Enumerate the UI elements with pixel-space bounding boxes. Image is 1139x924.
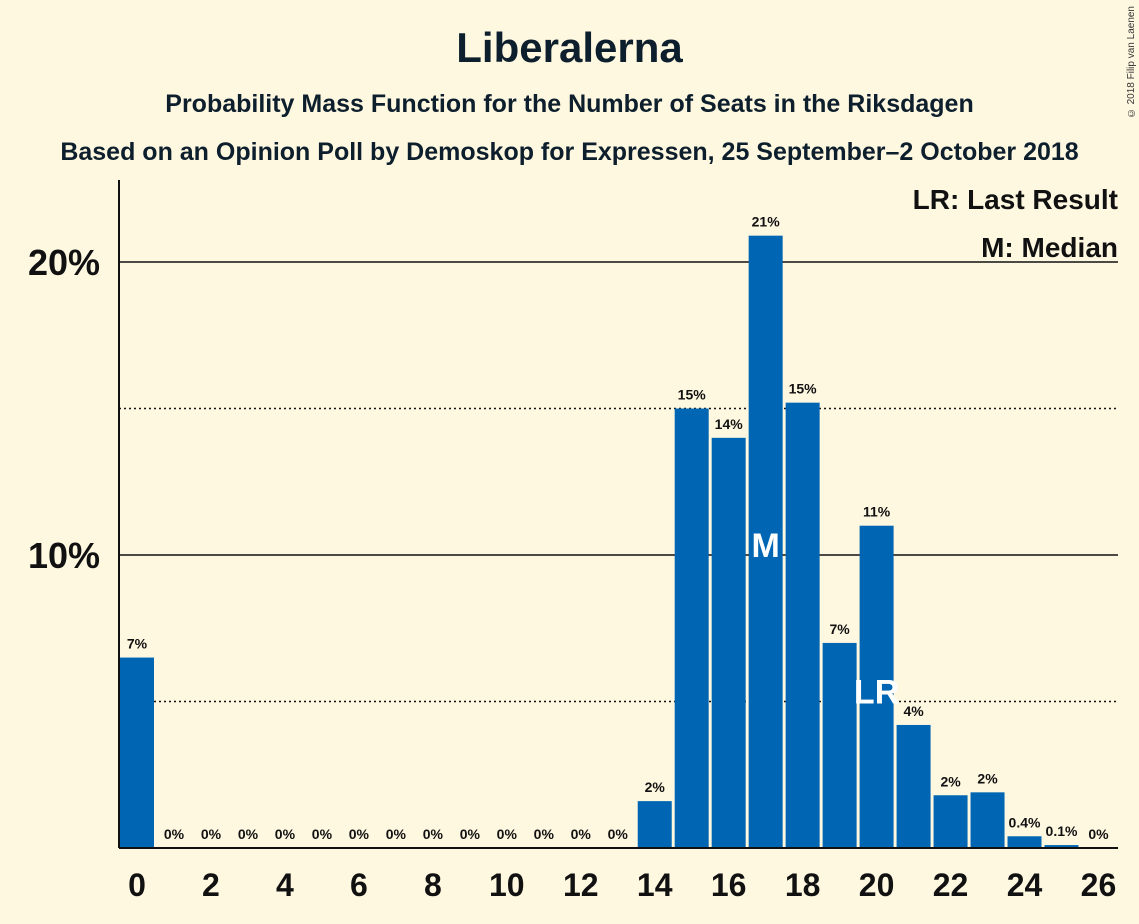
bar-label: 14% [715,416,744,432]
bar [711,437,746,848]
bar [859,525,894,848]
y-tick-label: 10% [28,535,100,576]
gridlines [119,261,1118,703]
bar [822,642,857,848]
bar [637,801,672,848]
bar-label: 15% [789,381,818,397]
bar-label: 0% [571,826,592,842]
x-tick-label: 18 [785,867,821,903]
bar-label: 0% [608,826,629,842]
bar-label: 0% [1088,826,1109,842]
bar-label: 21% [752,214,781,230]
bar [933,795,968,848]
labels: 7% 0% 0% 0% 0% 0% 0% 0% 0% 0% 0% 0% 0% 0% 2% 15% 14% 21% 1… [127,214,1109,842]
bar-label: 0% [312,826,333,842]
bar-label: 0% [386,826,407,842]
x-tick-label: 14 [637,867,673,903]
bar [970,792,1005,848]
bar [896,724,931,848]
bar-label: 15% [678,387,707,403]
bar-label: 0% [164,826,185,842]
bar-label: 0% [349,826,370,842]
y-tick-label: 20% [28,242,100,283]
bar [674,408,709,848]
x-tick-label: 8 [424,867,442,903]
bar-label: 0% [497,826,518,842]
bar-label: 0.1% [1046,823,1078,839]
last-result-marker: LR [854,674,899,712]
x-tick-label: 24 [1007,867,1043,903]
bar-label: 11% [863,504,891,520]
bar-label: 7% [830,621,851,637]
x-tick-label: 20 [859,867,895,903]
bar-label: 2% [940,773,961,789]
bar-label: 0% [460,826,481,842]
bar [748,235,783,848]
x-tick-label: 16 [711,867,747,903]
axes: 10%20%0 2 4 6 8 10 12 14 16 18 20 22 24 26 [28,180,1118,903]
bar [1007,836,1042,848]
bar-label: 2% [645,779,666,795]
bars [120,235,1079,848]
legend-median: M: Median [981,232,1118,263]
bar-label: 0% [534,826,555,842]
legend-last-result: LR: Last Result [913,184,1118,215]
median-marker: M [751,527,779,565]
bar-label: 2% [977,770,998,786]
bar [120,657,154,848]
chart-source-note: Based on an Opinion Poll by Demoskop for… [60,138,1079,166]
bar-label: 0% [275,826,296,842]
x-tick-label: 22 [933,867,969,903]
bar-label: 0.4% [1009,814,1041,830]
chart-subtitle: Probability Mass Function for the Number… [165,90,974,118]
bar-label: 7% [127,636,148,652]
bar-label: 0% [238,826,259,842]
bar-label: 0% [423,826,444,842]
x-tick-label: 26 [1081,867,1117,903]
bar [785,402,820,848]
bar-label: 4% [903,703,924,719]
x-tick-label: 10 [489,867,525,903]
x-tick-label: 4 [276,867,294,903]
x-tick-label: 2 [202,867,220,903]
x-tick-label: 6 [350,867,368,903]
bar-label: 0% [201,826,222,842]
bar [1044,845,1079,848]
chart-title: Liberalerna [456,24,683,71]
x-tick-label: 0 [128,867,146,903]
x-tick-label: 12 [563,867,599,903]
